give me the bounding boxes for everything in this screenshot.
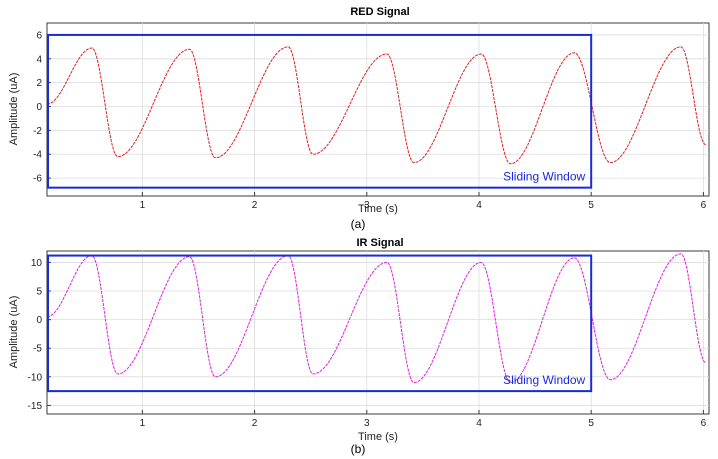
series-line — [46, 253, 706, 384]
y-tick-label: -4 — [33, 150, 42, 161]
y-tick-label: 2 — [36, 78, 42, 89]
y-tick-label: 0 — [36, 315, 42, 326]
y-tick-label: -5 — [33, 344, 42, 355]
x-tick-label: 2 — [252, 200, 258, 211]
x-tick-label: 4 — [476, 200, 482, 211]
sliding-window-label: Sliding Window — [503, 170, 585, 184]
y-tick-label: -2 — [33, 126, 42, 137]
chart-title: RED Signal — [350, 6, 409, 18]
panel-ir-signal: IR Signal 1 2 3 4 5 6 -15 -10 -5 0 5 10 Sliding Win… — [8, 237, 710, 456]
sliding-window-label: Sliding Window — [503, 373, 585, 387]
x-tick-label: 1 — [140, 418, 146, 429]
x-tick-label: 6 — [701, 418, 707, 429]
x-axis-label: Time (s) — [358, 431, 398, 443]
x-tick-label: 3 — [364, 200, 370, 211]
x-tick-label: 3 — [364, 418, 370, 429]
panel-red-signal: RED Signal 1 2 3 4 5 6 -6 -4 -2 0 2 4 6 Sliding Wind… — [8, 6, 710, 231]
annotation-layer: Sliding Window — [47, 33, 593, 189]
y-tick-label: -15 — [28, 401, 43, 412]
x-tick-label: 4 — [476, 418, 482, 429]
annotation-layer: Sliding Window — [47, 254, 593, 393]
series-layer — [46, 46, 706, 165]
x-axis-label: Time (s) — [358, 203, 398, 215]
x-tick-label: 2 — [252, 418, 258, 429]
y-tick-label: 10 — [31, 258, 43, 269]
series-layer — [46, 253, 706, 384]
panel-caption: (b) — [351, 442, 366, 456]
y-axis-label: Amplitude (uA) — [8, 296, 20, 369]
x-tick-label: 5 — [588, 200, 594, 211]
grid-lines — [47, 251, 709, 414]
x-tick-label: 1 — [140, 200, 146, 211]
x-tick-label: 6 — [701, 200, 707, 211]
chart-title: IR Signal — [356, 237, 403, 249]
x-tick-label: 5 — [588, 418, 594, 429]
plot-area — [46, 22, 710, 197]
series-line — [46, 46, 706, 165]
sliding-window-box — [47, 254, 593, 393]
plot-area — [46, 250, 710, 415]
sliding-window-box — [47, 33, 593, 189]
panel-caption: (a) — [351, 217, 366, 231]
y-tick-label: 6 — [36, 30, 42, 41]
y-tick-label: -10 — [28, 372, 43, 383]
y-tick-label: 5 — [36, 287, 42, 298]
y-tick-label: 0 — [36, 102, 42, 113]
y-axis-label: Amplitude (uA) — [8, 73, 20, 146]
y-tick-label: -6 — [33, 174, 42, 185]
y-tick-label: 4 — [36, 54, 42, 65]
